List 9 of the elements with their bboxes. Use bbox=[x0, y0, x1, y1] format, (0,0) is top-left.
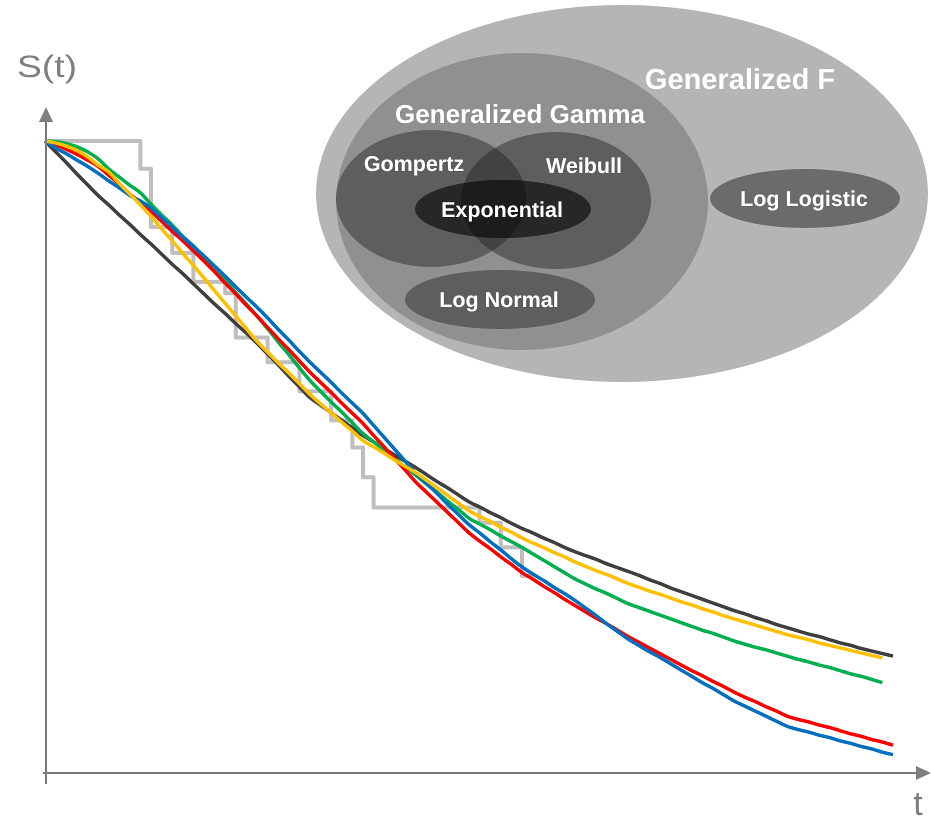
annotation: Gompertz bbox=[364, 152, 464, 176]
text: Generalized Gamma bbox=[395, 99, 646, 129]
y-axis-title: S(t) bbox=[17, 50, 77, 84]
annotation: Weibull bbox=[546, 154, 622, 178]
text: Generalized F bbox=[644, 64, 836, 96]
annotation: Log Normal bbox=[439, 288, 559, 312]
annotation: Log Logistic bbox=[740, 187, 868, 211]
annotation: Exponential bbox=[441, 198, 563, 222]
x-axis-title: t bbox=[913, 785, 924, 817]
